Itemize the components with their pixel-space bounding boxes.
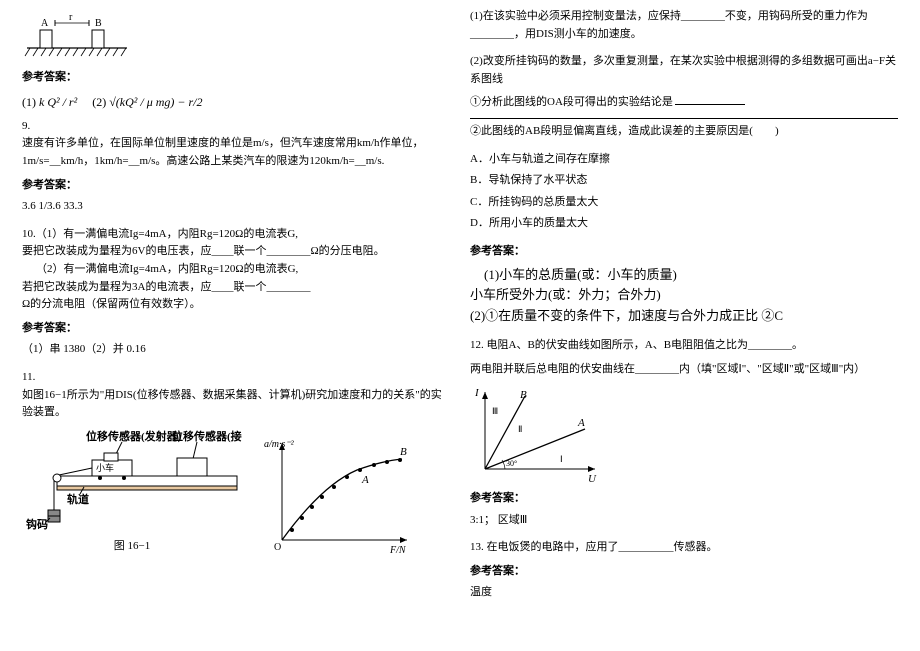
answer-13-label: 参考答案： xyxy=(470,563,898,581)
q9-number: 9. xyxy=(22,118,450,136)
svg-text:Ⅰ: Ⅰ xyxy=(560,454,563,464)
figure-caption: 图 16−1 xyxy=(22,538,242,556)
svg-text:U: U xyxy=(588,473,597,484)
answer-11-1b: 小车所受外力(或：外力；合外力) xyxy=(470,285,898,306)
svg-text:a/m·s⁻²: a/m·s⁻² xyxy=(264,439,295,450)
q11-text: 如图16−1所示为"用DIS(位移传感器、数据采集器、计算机)研究加速度和力的关… xyxy=(22,387,450,422)
svg-text:I: I xyxy=(474,387,480,399)
svg-text:轨道: 轨道 xyxy=(67,492,89,506)
question-9: 9. 速度有许多单位，在国际单位制里速度的单位是m/s，但汽车速度常用km/h作… xyxy=(22,118,450,216)
svg-text:F/N: F/N xyxy=(389,545,407,555)
apparatus-figure: 位移传感器(发射器) 位移传感器(接收器) 小车 轨道 xyxy=(22,428,242,556)
q11-2b: ②此图线的AB段明显偏离直线，造成此误差的主要原因是( ) xyxy=(470,118,898,141)
blank xyxy=(675,94,745,105)
svg-text:r: r xyxy=(69,12,73,23)
answer-11-label: 参考答案： xyxy=(470,243,898,261)
q11-1-text: (1)在该实验中必须采用控制变量法，应保持________不变，用钩码所受的重力… xyxy=(470,8,898,43)
question-12: 12. 电阻A、B的伏安曲线如图所示，A、B电阻阻值之比为________。 两… xyxy=(470,337,898,529)
q10-number: 10. xyxy=(22,228,36,240)
svg-text:钩码: 钩码 xyxy=(26,517,48,531)
svg-text:位移传感器(发射器): 位移传感器(发射器) xyxy=(86,429,182,443)
answer-11-2: (2)①在质量不变的条件下，加速度与合外力成正比 ②C xyxy=(470,306,898,327)
q10-line5: Ω的分流电阻（保留两位有效数字）。 xyxy=(22,296,450,314)
answer-12-label: 参考答案： xyxy=(470,490,898,508)
svg-text:A: A xyxy=(41,18,49,29)
figure-row: 位移传感器(发射器) 位移传感器(接收器) 小车 轨道 xyxy=(22,428,450,556)
q12-text: 电阻A、B的伏安曲线如图所示，A、B电阻阻值之比为________。 xyxy=(487,339,804,351)
question-13: 13. 在电饭煲的电路中，应用了__________传感器。 参考答案： 温度 xyxy=(470,539,898,602)
svg-text:Ⅲ: Ⅲ xyxy=(492,406,498,416)
question-10: 10.（1）有一满偏电流Ig=4mA，内阻Rg=120Ω的电流表G, 要把它改装… xyxy=(22,226,450,359)
svg-text:A: A xyxy=(577,417,585,429)
svg-text:位移传感器(接收器): 位移传感器(接收器) xyxy=(172,429,242,443)
svg-text:Ⅱ: Ⅱ xyxy=(518,424,522,434)
answer-10-label: 参考答案： xyxy=(22,320,450,338)
answer-12: 3:1； 区域Ⅲ xyxy=(470,512,898,530)
answer-10: （1）串 1380（2）并 0.16 xyxy=(22,341,450,359)
svg-text:B: B xyxy=(520,389,527,401)
svg-text:B: B xyxy=(95,18,102,29)
q10-line3: （2）有一满偏电流Ig=4mA，内阻Rg=120Ω的电流表G, xyxy=(22,261,450,279)
q9-text: 速度有许多单位，在国际单位制里速度的单位是m/s，但汽车速度常用km/h作单位，… xyxy=(22,135,450,170)
q13-number: 13. xyxy=(470,541,484,553)
af-chart: a/m·s⁻² F/N O A B xyxy=(262,435,412,555)
answer-11: (1)小车的总质量(或：小车的质量) 小车所受外力(或：外力；合外力) (2)①… xyxy=(470,265,898,327)
answer-8-label: 参考答案： xyxy=(22,69,450,87)
formula-2-prefix: (2) xyxy=(92,95,106,109)
q11-2a: ①分析此图线的OA段可得出的实验结论是 xyxy=(470,96,673,108)
iv-graph: I U B A Ⅲ Ⅱ Ⅰ 30° xyxy=(470,384,600,484)
svg-text:30°: 30° xyxy=(506,459,517,468)
q11-number: 11. xyxy=(22,369,450,387)
q12-text2: 两电阻并联后总电阻的伏安曲线在________内（填"区域Ⅰ"、"区域Ⅱ"或"区… xyxy=(470,361,898,379)
answer-9: 3.6 1/3.6 33.3 xyxy=(22,198,450,216)
answer-11-1: (1)小车的总质量(或：小车的质量) xyxy=(470,265,898,286)
svg-text:B: B xyxy=(400,446,407,458)
svg-text:A: A xyxy=(361,474,369,486)
q13-text: 在电饭煲的电路中，应用了__________传感器。 xyxy=(487,541,718,553)
option-d: D．所用小车的质量太大 xyxy=(470,215,898,233)
ab-block-diagram: A B r xyxy=(22,8,132,63)
q11-sub1: (1)在该实验中必须采用控制变量法，应保持________不变，用钩码所受的重力… xyxy=(470,8,898,43)
q10-line2: 要把它改装成为量程为6V的电压表，应____联一个________Ω的分压电阻。 xyxy=(22,243,450,261)
q12-number: 12. xyxy=(470,339,484,351)
answer-9-label: 参考答案： xyxy=(22,177,450,195)
svg-text:O: O xyxy=(274,542,281,553)
left-column: A B r 参考答案： (1) k Q² / r² (2) √(kQ² / μ … xyxy=(12,8,460,643)
q11-sub2: (2)改变所挂钩码的数量，多次重复测量，在某次实验中根据测得的多组数据可画出a−… xyxy=(470,53,898,140)
answer-13: 温度 xyxy=(470,584,898,602)
diagram-ab: A B r xyxy=(22,8,450,63)
formula-1-prefix: (1) xyxy=(22,95,36,109)
formula-2: √(kQ² / μ mg) − r/2 xyxy=(109,95,202,109)
q10-line4: 若把它改装成为量程为3A的电流表，应____联一个________ xyxy=(22,279,450,297)
formula-1: k Q² / r² xyxy=(39,95,77,109)
question-11: 11. 如图16−1所示为"用DIS(位移传感器、数据采集器、计算机)研究加速度… xyxy=(22,369,450,555)
option-c: C．所挂钩码的总质量太大 xyxy=(470,194,898,212)
option-a: A．小车与轨道之间存在摩擦 xyxy=(470,151,898,169)
answer-8-formula: (1) k Q² / r² (2) √(kQ² / μ mg) − r/2 xyxy=(22,93,450,112)
q10-line1: （1）有一满偏电流Ig=4mA，内阻Rg=120Ω的电流表G, xyxy=(36,228,298,240)
q11-2-text: (2)改变所挂钩码的数量，多次重复测量，在某次实验中根据测得的多组数据可画出a−… xyxy=(470,53,898,88)
option-b: B．导轨保持了水平状态 xyxy=(470,172,898,190)
options-11: A．小车与轨道之间存在摩擦 B．导轨保持了水平状态 C．所挂钩码的总质量太大 D… xyxy=(470,151,898,233)
right-column: (1)在该实验中必须采用控制变量法，应保持________不变，用钩码所受的重力… xyxy=(460,8,908,643)
svg-text:小车: 小车 xyxy=(96,462,114,473)
